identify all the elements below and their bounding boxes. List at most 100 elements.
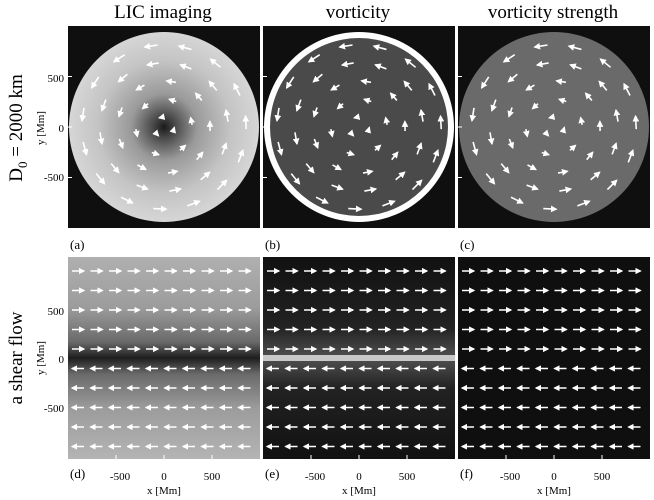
flow-arrow: [569, 144, 577, 152]
flow-arrow: [543, 205, 558, 213]
flow-arrow: [364, 186, 378, 194]
flow-arrow: [151, 149, 161, 157]
ylabel-bottom: y [Mm]: [35, 341, 47, 375]
flow-arrow: [276, 141, 284, 156]
ytick-bottom-500: 500: [48, 306, 65, 318]
flow-arrow: [305, 163, 315, 174]
flow-arrow: [527, 163, 537, 171]
xlabel-f: x [Mm]: [537, 485, 571, 497]
flow-arrow: [500, 163, 510, 174]
flow-arrow: [507, 107, 514, 118]
flow-arrow: [167, 97, 177, 105]
flow-arrow: [336, 102, 344, 110]
ytick-top-0: 0: [59, 123, 65, 135]
flow-arrow: [330, 84, 340, 91]
panel-top-vorticity: [263, 26, 455, 228]
flow-arrow: [623, 82, 631, 96]
flow-arrow: [611, 142, 618, 155]
panel-label-f: (f): [460, 466, 473, 481]
flow-arrow: [383, 116, 391, 126]
flow-arrow: [567, 44, 582, 51]
flow-arrow: [469, 107, 477, 122]
flow-arrow: [290, 173, 301, 185]
row-label-top: D0 = 2000 km: [6, 74, 30, 182]
flow-arrow: [169, 186, 183, 194]
flow-arrow: [559, 186, 573, 194]
flow-arrow: [627, 148, 635, 163]
flow-arrow: [542, 129, 550, 137]
flow-arrow: [100, 99, 107, 112]
flow-arrow: [112, 54, 126, 63]
xtick-d-minus500: -500: [110, 471, 131, 483]
flow-arrow: [471, 141, 479, 156]
xlabel-e: x [Mm]: [342, 485, 376, 497]
column-title-lic: LIC imaging: [114, 2, 212, 23]
xtick-d-0: 0: [161, 471, 167, 483]
flow-arrow: [338, 42, 353, 50]
flow-arrow: [535, 60, 549, 68]
flow-arrow: [216, 179, 228, 191]
flow-arrow: [292, 132, 300, 146]
flow-arrow: [177, 44, 192, 51]
xtick-f-500: 500: [594, 471, 611, 483]
flow-arrow: [389, 92, 398, 101]
panel-bottom-strength: [458, 257, 650, 459]
flow-arrow: [90, 76, 100, 89]
flow-arrow: [340, 60, 354, 68]
flow-arrow: [372, 44, 387, 51]
panel-label-a: (a): [70, 237, 84, 252]
flow-arrow: [559, 126, 566, 134]
flow-arrow: [307, 54, 321, 63]
flow-arrow: [165, 78, 177, 85]
flow-arrow: [194, 92, 203, 101]
xtick-f-0: 0: [551, 471, 557, 483]
flow-arrow: [403, 80, 413, 91]
flow-arrow: [432, 148, 440, 163]
flow-arrow: [418, 108, 426, 122]
flow-arrow: [374, 144, 382, 152]
flow-arrow: [374, 63, 387, 70]
xtick-d-500: 500: [204, 471, 221, 483]
flow-arrow: [188, 116, 196, 126]
flow-arrow: [391, 151, 399, 161]
flow-arrow: [526, 184, 539, 191]
panel-bottom-vorticity: [263, 257, 455, 459]
flow-arrow: [179, 63, 192, 70]
flow-arrow: [327, 128, 335, 138]
flow-arrow: [590, 171, 601, 181]
flow-arrow: [632, 114, 640, 130]
panel-label-b: (b): [265, 237, 280, 252]
flow-arrow: [187, 199, 201, 207]
flow-arrow: [143, 42, 158, 50]
flow-arrow: [196, 151, 204, 161]
flow-arrow: [533, 42, 548, 50]
flow-arrow: [487, 132, 495, 146]
flow-arrow: [348, 205, 363, 213]
row-label-bottom: a shear flow: [6, 311, 27, 404]
flow-arrow: [120, 196, 134, 204]
shear-band: [263, 355, 455, 361]
flow-arrow: [117, 138, 124, 150]
xtick-e-minus500: -500: [305, 471, 326, 483]
flow-arrow: [510, 196, 524, 204]
flow-arrow: [416, 142, 423, 155]
flow-arrow: [135, 84, 145, 91]
flow-arrow: [312, 138, 319, 150]
flow-arrow: [606, 179, 618, 191]
panel-top-lic: [68, 26, 260, 228]
flow-arrow: [223, 108, 231, 122]
flow-arrow: [613, 108, 621, 122]
flow-arrow: [352, 113, 361, 120]
ytick-top-minus500: -500: [44, 172, 65, 184]
flow-arrow: [541, 149, 551, 157]
flow-arrow: [598, 80, 608, 91]
flow-arrow: [331, 184, 344, 191]
flow-arrow: [153, 205, 168, 213]
flow-arrow: [132, 128, 140, 138]
flow-arrow: [525, 84, 535, 91]
xtick-f-minus500: -500: [500, 471, 521, 483]
flow-arrow: [221, 142, 228, 155]
column-title-vorticity-strength: vorticity strength: [488, 2, 619, 23]
flow-arrow: [209, 58, 222, 68]
